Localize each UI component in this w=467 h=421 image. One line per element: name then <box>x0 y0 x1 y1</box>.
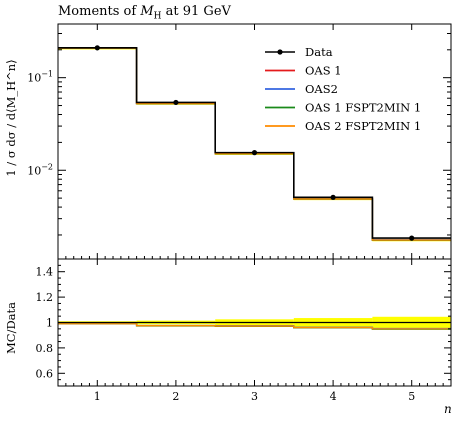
y-axis-label-main: 1 / σ dσ / d⟨M_H^n⟩ <box>4 59 18 177</box>
legend-label-1: OAS 1 <box>305 64 342 78</box>
data-point <box>251 150 258 156</box>
x-axis-label: n <box>444 402 452 416</box>
ratio-y-tick-label: 1 <box>46 317 53 330</box>
ratio-y-tick-label: 0.6 <box>36 367 54 380</box>
x-tick-label: 1 <box>94 390 101 403</box>
legend-label-4: OAS 2 FSPT2MIN 1 <box>305 119 421 133</box>
title-suffix: at 91 GeV <box>161 4 231 19</box>
y-axis-label-ratio: MC/Data <box>4 301 18 355</box>
data-point <box>330 194 336 200</box>
x-tick-label: 2 <box>172 390 179 403</box>
plot-title: Moments of MH at 91 GeV <box>58 4 231 22</box>
ratio-series-line-3 <box>58 323 451 330</box>
ratio-y-tick-label: 1.2 <box>36 291 54 304</box>
ratio-y-tick-label: 1.4 <box>36 266 54 279</box>
main-plot-frame <box>57 23 452 260</box>
data-point <box>409 235 415 241</box>
legend: Data OAS 1 OAS2 OAS 1 FSPT2MIN 1 OAS 2 FSPT2… <box>265 45 421 133</box>
x-tick-label: 3 <box>251 390 258 403</box>
legend-label-0: Data <box>305 45 333 59</box>
legend-marker-data <box>277 49 283 55</box>
x-tick-label: 5 <box>408 390 415 403</box>
title-prefix: Moments of <box>58 4 141 19</box>
x-tick-label: 4 <box>330 390 337 403</box>
legend-label-2: OAS2 <box>305 82 338 96</box>
legend-label-3: OAS 1 FSPT2MIN 1 <box>305 101 421 115</box>
data-point <box>173 99 179 106</box>
data-point <box>94 45 100 51</box>
main-series-line-3 <box>58 47 451 241</box>
title-symbol: M <box>140 4 154 19</box>
main-series-line-1 <box>58 47 451 241</box>
main-series-line-0 <box>58 47 451 241</box>
title-subscript: H <box>153 11 162 22</box>
main-y-tick-label: 10−2 <box>27 162 53 177</box>
ratio-y-tick-label: 0.8 <box>36 342 54 355</box>
main-series-line-2 <box>58 47 451 242</box>
data-step-line <box>58 47 451 239</box>
main-y-tick-label: 10−1 <box>27 70 53 85</box>
